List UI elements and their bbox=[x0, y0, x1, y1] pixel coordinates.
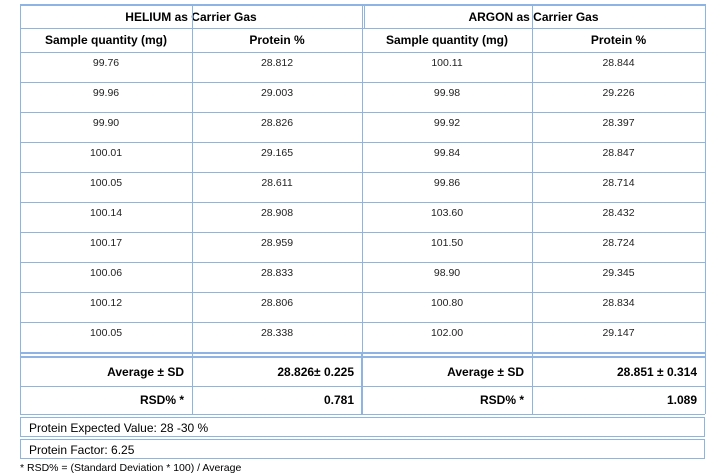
group-header: HELIUM as Carrier Gas bbox=[125, 10, 257, 24]
cell: 98.90 bbox=[433, 267, 461, 279]
cell: 100.05 bbox=[89, 327, 123, 339]
v-rule bbox=[20, 4, 21, 414]
summary-cell: Average ± SD bbox=[107, 365, 184, 379]
cell: 28.724 bbox=[602, 237, 635, 249]
cell: 100.80 bbox=[430, 297, 464, 309]
cell: 29.165 bbox=[260, 147, 294, 159]
note-box: Protein Factor: 6.25 bbox=[20, 439, 705, 459]
cell: 28.432 bbox=[602, 207, 635, 219]
cell: 99.86 bbox=[433, 177, 461, 189]
summary-cell: Average ± SD bbox=[447, 365, 524, 379]
v-rule bbox=[362, 4, 363, 414]
cell: 103.60 bbox=[430, 207, 464, 219]
cell: 29.345 bbox=[602, 267, 635, 279]
cell: 28.826 bbox=[260, 117, 294, 129]
cell: 28.833 bbox=[260, 267, 294, 279]
summary-cell: 28.826± 0.225 bbox=[277, 365, 354, 379]
cell: 29.226 bbox=[602, 87, 635, 99]
cell: 28.959 bbox=[260, 237, 294, 249]
column-header: Sample quantity (mg) bbox=[44, 33, 167, 47]
cell: 100.17 bbox=[89, 237, 123, 249]
v-rule bbox=[532, 4, 533, 414]
cell: 99.84 bbox=[433, 147, 461, 159]
v-rule bbox=[361, 352, 362, 414]
summary-cell: 0.781 bbox=[323, 393, 354, 407]
summary-cell: 28.851 ± 0.314 bbox=[617, 365, 697, 379]
cell: 100.05 bbox=[89, 177, 123, 189]
cell: 28.806 bbox=[260, 297, 294, 309]
group-header: ARGON as Carrier Gas bbox=[468, 10, 599, 24]
v-rule bbox=[705, 4, 706, 414]
note-box: Protein Expected Value: 28 -30 % bbox=[20, 417, 705, 437]
cell: 99.76 bbox=[92, 57, 120, 69]
cell: 100.14 bbox=[89, 207, 123, 219]
cell: 28.397 bbox=[602, 117, 635, 129]
column-header: Protein % bbox=[590, 33, 647, 47]
cell: 29.147 bbox=[602, 327, 635, 339]
cell: 99.90 bbox=[92, 117, 120, 129]
cell: 28.812 bbox=[260, 57, 294, 69]
summary-cell: RSD% * bbox=[479, 393, 524, 407]
summary-cell: RSD% * bbox=[139, 393, 184, 407]
cell: 99.96 bbox=[92, 87, 120, 99]
cell: 100.01 bbox=[89, 147, 123, 159]
cell: 28.714 bbox=[602, 177, 635, 189]
cell: 100.06 bbox=[89, 267, 123, 279]
cell: 28.834 bbox=[602, 297, 635, 309]
v-rule bbox=[192, 4, 193, 414]
h-rule bbox=[20, 414, 705, 415]
summary-cell: 1.089 bbox=[666, 393, 697, 407]
cell: 101.50 bbox=[430, 237, 464, 249]
cell: 28.338 bbox=[260, 327, 294, 339]
cell: 100.11 bbox=[431, 57, 463, 69]
column-header: Sample quantity (mg) bbox=[385, 33, 508, 47]
cell: 100.12 bbox=[89, 297, 123, 309]
cell: 28.844 bbox=[602, 57, 635, 69]
footnote: * RSD% = (Standard Deviation * 100) / Av… bbox=[20, 462, 242, 474]
cell: 28.611 bbox=[261, 177, 293, 189]
cell: 28.847 bbox=[602, 147, 635, 159]
cell: 99.98 bbox=[433, 87, 461, 99]
cell: 102.00 bbox=[430, 327, 464, 339]
cell: 99.92 bbox=[433, 117, 461, 129]
cell: 28.908 bbox=[260, 207, 294, 219]
column-header: Protein % bbox=[249, 33, 305, 47]
cell: 29.003 bbox=[260, 87, 294, 99]
v-rule bbox=[364, 4, 365, 28]
